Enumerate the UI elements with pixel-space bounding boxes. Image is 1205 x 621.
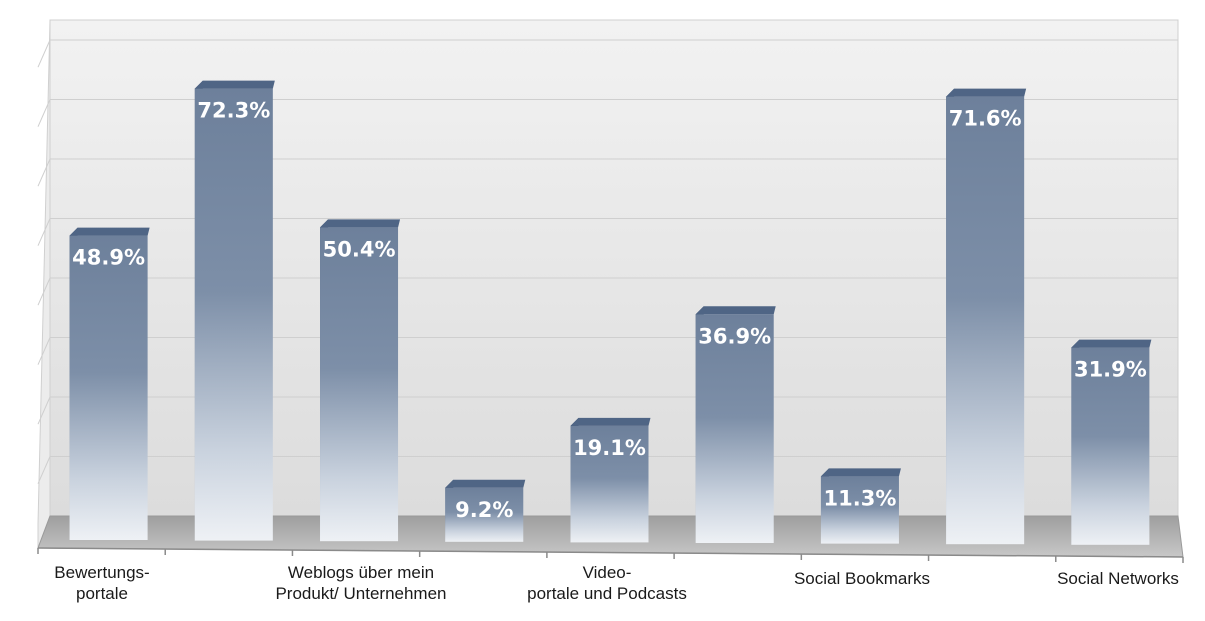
category-label: Social Networks: [1057, 569, 1179, 588]
category-label: Social Bookmarks: [794, 569, 930, 588]
category-label-line: Social Networks: [1057, 569, 1179, 588]
category-label-line: Weblogs über mein: [288, 563, 434, 582]
bar-face: [1071, 347, 1150, 545]
bar: 19.1%: [570, 417, 651, 543]
category-label-line: Social Bookmarks: [794, 569, 930, 588]
bar-cap: [946, 88, 1027, 97]
bar-cap: [820, 468, 901, 477]
bar-cap: [1071, 339, 1152, 348]
category-label: Video-portale und Podcasts: [527, 563, 687, 603]
bar-face: [194, 88, 273, 541]
bar-cap: [570, 417, 651, 426]
bar: 72.3%: [194, 80, 275, 541]
category-label-line: Produkt/ Unternehmen: [275, 584, 446, 603]
category-label-line: portale: [76, 584, 128, 603]
x-axis-line: [37, 547, 1184, 558]
bar-value-label: 36.9%: [698, 324, 771, 348]
bar-value-label: 11.3%: [824, 486, 897, 510]
category-label: Weblogs über mein Produkt/ Unternehmen: [275, 563, 446, 603]
bar-cap: [69, 227, 150, 236]
category-labels: Bewertungs-portale Weblogs über mein Produ…: [54, 563, 1179, 603]
bar-face: [69, 235, 148, 540]
bar-cap: [194, 80, 275, 89]
gridline-side: [37, 456, 51, 484]
bar-cap: [320, 219, 401, 228]
bar: 11.3%: [820, 468, 901, 544]
bar-value-label: 71.6%: [949, 107, 1022, 131]
gridline-side: [37, 277, 51, 306]
gridline-side: [37, 158, 51, 187]
bar-face: [695, 314, 774, 543]
bar-value-label: 19.1%: [573, 436, 646, 460]
gridline-side: [37, 39, 51, 68]
x-axis: [37, 547, 1184, 563]
bar-face: [570, 425, 649, 543]
gridline-side: [37, 337, 51, 365]
category-label-line: portale und Podcasts: [527, 584, 687, 603]
bar: 9.2%: [445, 479, 526, 542]
category-label: Bewertungs-portale: [54, 563, 149, 603]
gridline-side: [37, 218, 51, 246]
bar: 48.9%: [69, 227, 150, 540]
bar-value-label: 31.9%: [1074, 358, 1147, 382]
bar-cap: [445, 479, 526, 488]
bar-value-label: 72.3%: [197, 99, 270, 123]
bar: 50.4%: [320, 219, 401, 542]
bar-value-label: 9.2%: [455, 498, 513, 522]
bars-group: 48.9% 72.3% 50.4% 9.2% 19.1% 36.9% 11.3% 71.6% 3…: [69, 80, 1152, 545]
gridline-side: [37, 396, 51, 425]
bar: 31.9%: [1071, 339, 1152, 545]
side-wall: [37, 19, 51, 549]
bar-cap: [695, 306, 776, 315]
bar-value-label: 48.9%: [72, 246, 145, 270]
bar-value-label: 50.4%: [323, 237, 396, 261]
bar: 71.6%: [946, 88, 1027, 545]
category-label-line: Video-: [583, 563, 632, 582]
bar-face: [820, 476, 899, 544]
category-label-line: Bewertungs-: [54, 563, 149, 582]
bar-face: [320, 227, 399, 542]
bar-face: [445, 487, 524, 542]
gridline-side: [37, 99, 51, 127]
bar-face: [946, 96, 1025, 545]
bar: 36.9%: [695, 306, 776, 543]
